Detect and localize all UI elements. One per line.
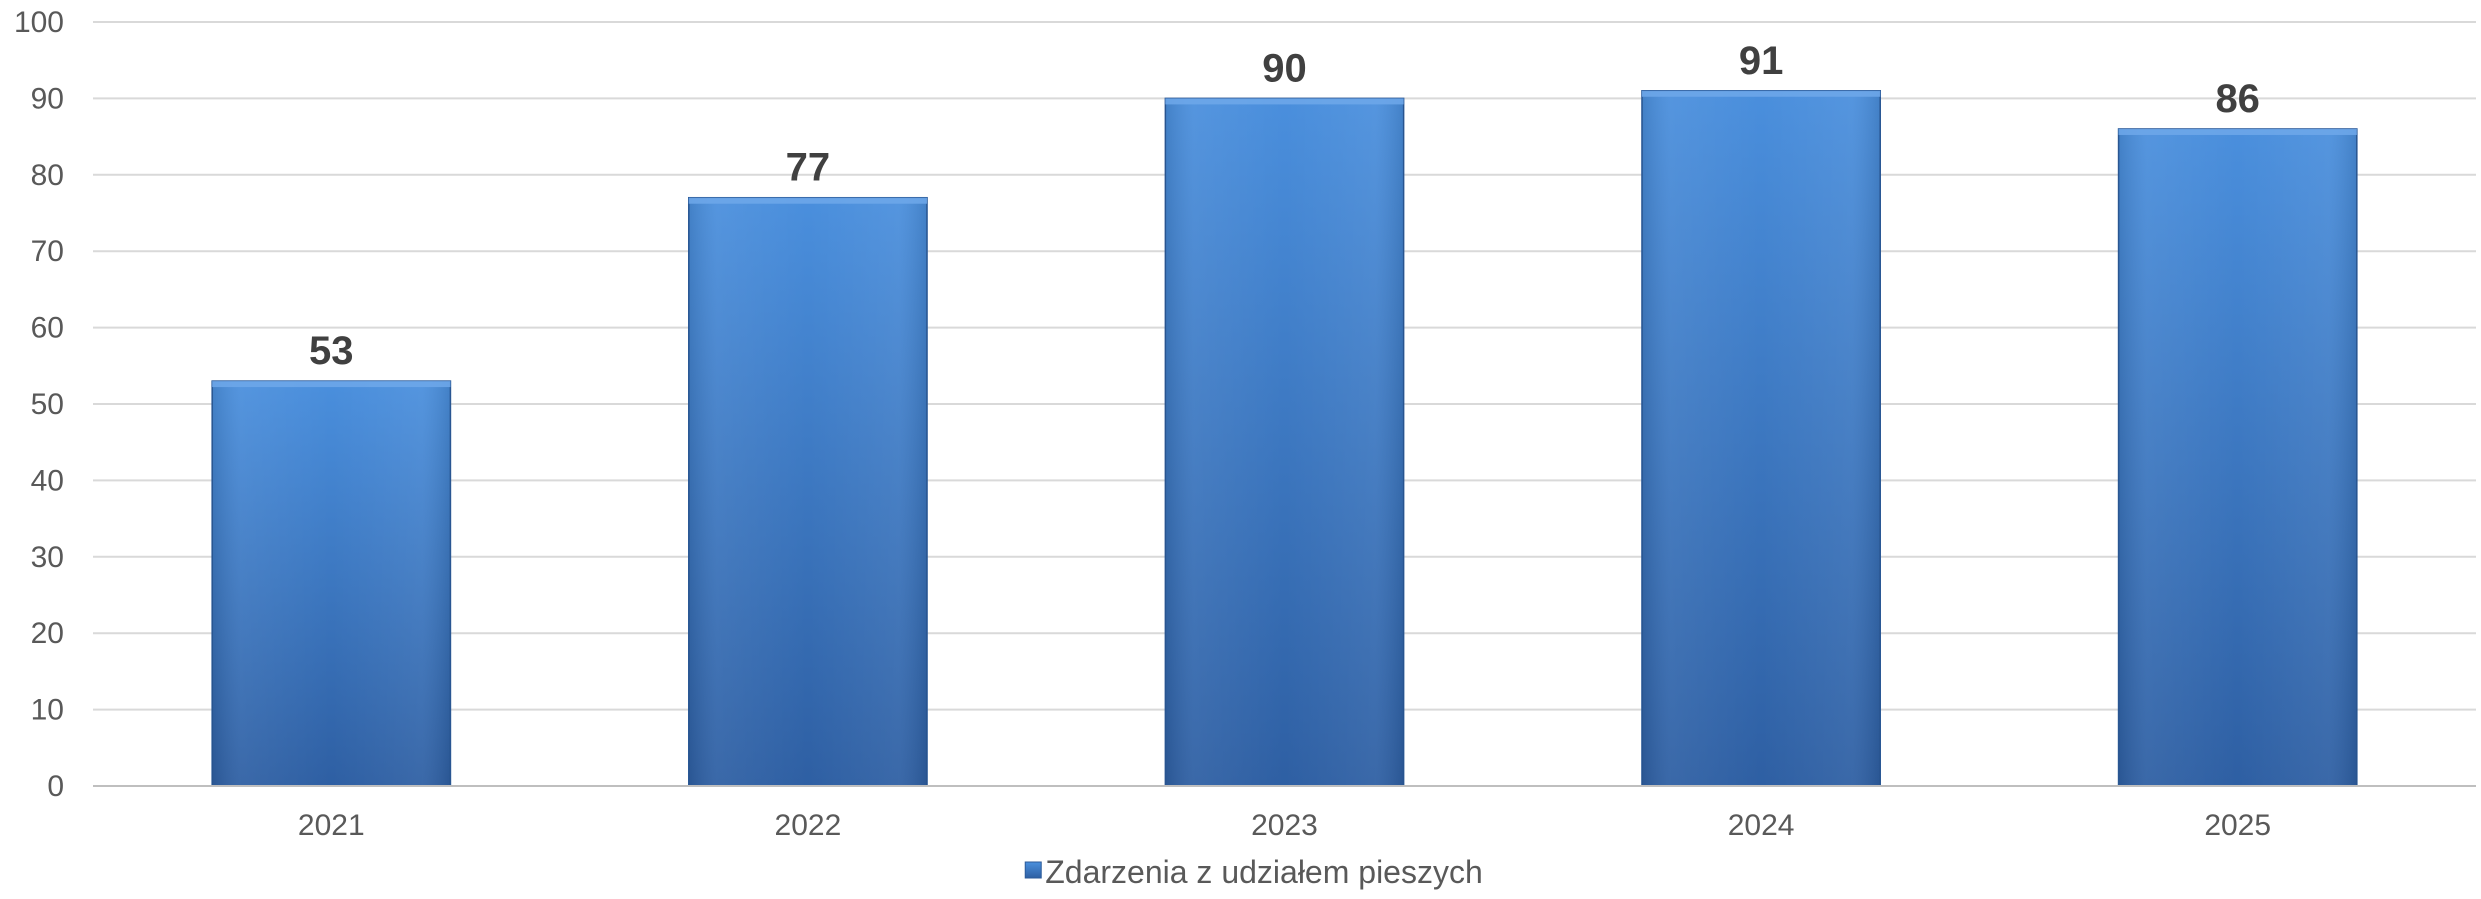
bar-group [1641,90,1881,787]
x-tick-label: 2023 [1251,809,1318,842]
x-tick-label: 2025 [2204,809,2271,842]
y-tick-label: 10 [31,694,64,727]
data-label: 90 [1262,46,1307,90]
bar-sheen [1165,98,1404,786]
data-label: 53 [309,329,354,373]
data-label: 77 [786,146,831,190]
bar-group [1164,97,1405,787]
x-axis-ticks: 2021 2022 2023 2024 2025 [298,809,2271,842]
x-tick-label: 2024 [1728,809,1795,842]
y-tick-label: 40 [31,464,64,497]
bar-sheen [1641,90,1881,786]
data-labels: 53 77 90 91 86 [309,39,2260,373]
y-axis-ticks: 0 10 20 30 40 50 60 70 80 90 100 [14,6,64,803]
bar-top-highlight [1165,98,1404,105]
y-tick-label: 80 [31,159,64,192]
bar-top-highlight [688,197,928,204]
legend-label: Zdarzenia z udziałem pieszych [1045,854,1483,890]
data-label: 91 [1739,39,1784,83]
bar-top-highlight [2118,128,2357,135]
bar-group [688,196,928,787]
y-tick-label: 70 [31,235,64,268]
bar-group [2117,128,2358,787]
y-tick-label: 90 [31,82,64,115]
y-tick-label: 20 [31,617,64,650]
data-label: 86 [2215,77,2260,121]
y-tick-label: 0 [47,770,64,803]
legend-swatch [1024,861,1042,879]
y-tick-label: 60 [31,312,64,345]
y-tick-label: 30 [31,541,64,574]
bar-sheen [212,381,451,786]
x-tick-label: 2021 [298,809,365,842]
bars [211,90,2358,787]
y-tick-label: 50 [31,388,64,421]
bar-top-highlight [212,381,451,388]
x-tick-label: 2022 [775,809,842,842]
bar-sheen [2118,128,2357,786]
y-tick-label: 100 [14,6,64,39]
bar-group [211,380,452,787]
legend: Zdarzenia z udziałem pieszych [1024,854,1483,890]
bar-top-highlight [1641,90,1881,97]
bar-sheen [688,197,928,787]
